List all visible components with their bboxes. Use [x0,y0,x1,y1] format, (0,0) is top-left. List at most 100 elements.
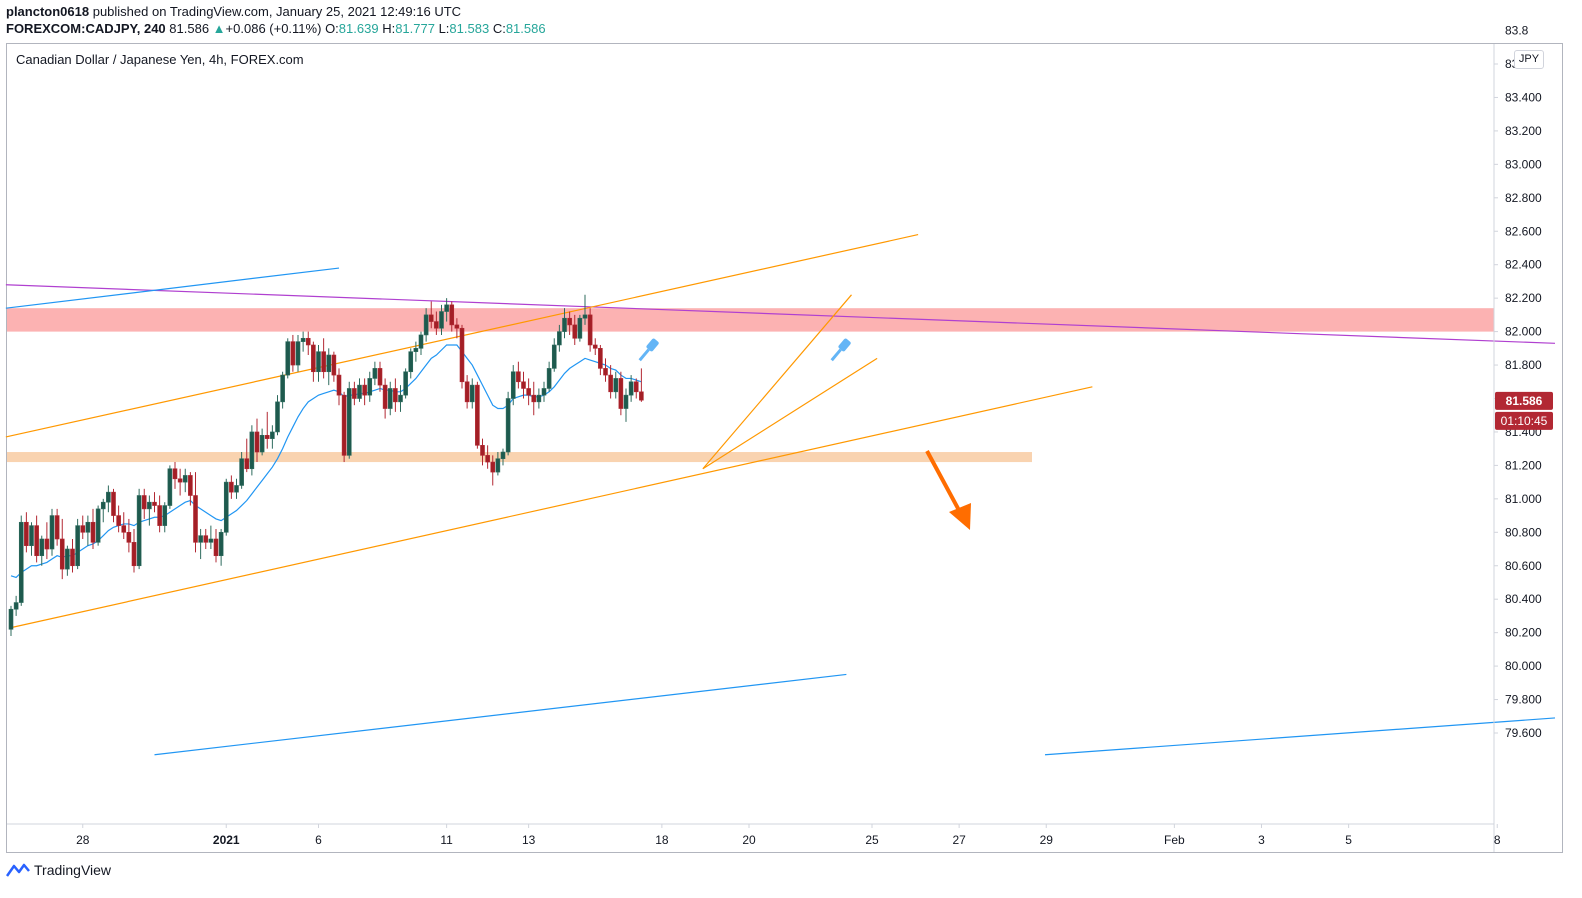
candle-body [162,505,168,526]
price-tick-label: 80.000 [1505,659,1542,673]
candle [352,381,357,406]
candle [8,605,14,636]
candle [639,368,644,402]
candle [29,522,34,556]
candle [577,314,583,342]
candle-body [264,434,270,439]
candle-body [167,468,173,506]
author-name[interactable]: plancton0618 [6,4,90,19]
candle [346,381,352,459]
candle [234,478,239,499]
currency-badge[interactable]: JPY [1514,50,1544,69]
candle-body [116,515,121,526]
candle-body [628,381,634,396]
candle [562,308,567,339]
candle [516,361,521,389]
candle [623,388,629,422]
candle-body [633,381,639,393]
ohlc-header: FOREXCOM:CADJPY, 240 81.586 ▲+0.086 (+0.… [6,21,546,36]
candle [300,331,306,352]
candle-body [408,351,414,373]
price-tick-label: 81.800 [1505,358,1542,372]
candle-body [85,521,91,533]
candle-body [439,311,444,329]
top-marker-right-icon-palm [838,338,851,352]
candle [136,488,142,570]
candle-body [111,491,116,516]
candle [249,425,255,476]
candle-body [34,525,39,557]
candle [321,338,326,379]
candle [208,525,214,550]
candle-body [562,317,567,332]
candle-body [352,388,357,399]
candle-body [131,542,137,567]
chart-frame[interactable] [6,43,1563,853]
candle-body [382,384,388,409]
candle-body [8,608,14,630]
candle-body [244,458,250,470]
footer-brand[interactable]: TradingView [6,862,111,878]
time-tick-label: 20 [742,833,756,847]
candle-body [490,461,496,473]
candle-body [157,505,162,526]
wedge-lower-line [702,357,878,470]
candle [65,545,70,576]
candle [336,368,342,406]
candle [582,294,588,325]
candle-body [188,475,193,496]
candle-body [346,388,352,456]
price-tick-label: 80.200 [1505,626,1542,640]
candle-body [495,458,501,473]
candle [295,334,301,372]
candle [526,378,531,406]
candle [285,338,291,379]
price-tick-label: 83.400 [1505,90,1542,104]
candle [505,391,511,456]
price-tick-label: 83.200 [1505,124,1542,138]
candle [44,522,50,560]
publish-info: plancton0618 published on TradingView.co… [6,4,461,19]
candle [444,298,449,322]
low-value: 81.583 [449,21,490,36]
candle [551,338,557,372]
candle-body [423,314,429,336]
candle-body [18,521,24,603]
countdown-tag: 01:10:45 [1501,414,1548,428]
candle-body [505,398,511,453]
countdown-tag-bg [1495,411,1553,430]
forecast-arrow-shaft [925,450,963,515]
candle [13,595,19,616]
time-tick-label: 8 [1494,833,1501,847]
candle [628,375,634,402]
candle [126,518,132,553]
moving-average-line [10,344,642,579]
candle [495,452,501,476]
candle-body [285,341,291,376]
time-tick-label: Feb [1164,833,1185,847]
candle [459,324,465,389]
wedge-upper-line [702,294,852,470]
candle-body [572,324,578,339]
candle-body [541,388,547,396]
candle-body [393,388,398,403]
price-tick-label: 79.800 [1505,693,1542,707]
candle-body [141,495,147,510]
candle-body [639,391,644,401]
candle [434,311,439,335]
candle-body [193,495,198,543]
candle [490,455,496,486]
candle [367,371,373,402]
candle-body [147,501,152,510]
price-tick-label: 80.800 [1505,525,1542,539]
candle-body [270,431,275,439]
time-tick-label: 27 [952,833,966,847]
candle-body [259,434,265,453]
candle [198,528,203,560]
candle [157,495,162,533]
candle [167,465,173,509]
candle-body [357,384,362,399]
candle-body [475,384,480,446]
candle [536,388,542,409]
